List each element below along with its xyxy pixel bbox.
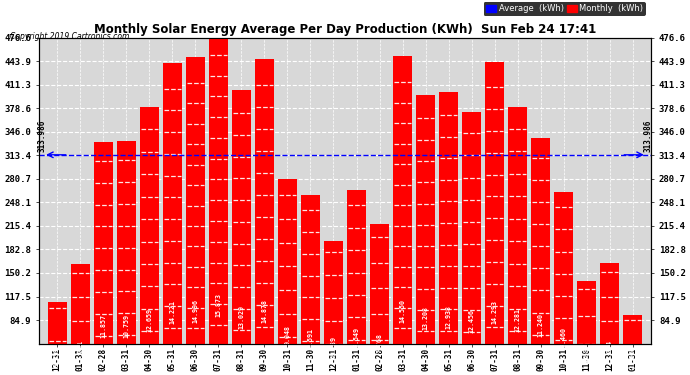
Bar xyxy=(462,112,481,375)
Bar xyxy=(278,179,297,375)
Bar xyxy=(531,138,550,375)
Text: 11.240: 11.240 xyxy=(538,314,544,338)
Text: 12.456: 12.456 xyxy=(469,309,475,333)
Text: Copyright 2019 Cartronics.com: Copyright 2019 Cartronics.com xyxy=(10,32,130,41)
Bar xyxy=(48,302,66,375)
Text: 7.768: 7.768 xyxy=(377,333,382,353)
Bar xyxy=(70,264,90,375)
Text: 5.294: 5.294 xyxy=(607,340,613,360)
Bar xyxy=(301,195,320,375)
Bar xyxy=(94,142,112,375)
Text: 12.281: 12.281 xyxy=(515,308,521,332)
Bar xyxy=(370,224,389,375)
Text: 8.591: 8.591 xyxy=(308,328,313,348)
Text: 8.549: 8.549 xyxy=(353,327,359,347)
Bar xyxy=(416,96,435,375)
Legend: Average  (kWh), Monthly  (kWh): Average (kWh), Monthly (kWh) xyxy=(484,2,646,16)
Text: 14.878: 14.878 xyxy=(262,299,268,323)
Bar xyxy=(509,107,527,375)
Text: 4.637: 4.637 xyxy=(584,343,590,363)
Bar xyxy=(140,107,159,375)
Text: 13.208: 13.208 xyxy=(422,306,428,330)
Bar xyxy=(209,26,228,375)
Bar xyxy=(440,92,458,375)
Bar xyxy=(255,59,274,375)
Bar xyxy=(600,263,620,375)
Bar xyxy=(232,90,250,375)
Bar xyxy=(554,192,573,375)
Text: 313.986: 313.986 xyxy=(643,120,652,152)
Text: 313.986: 313.986 xyxy=(38,120,47,152)
Text: 2.986: 2.986 xyxy=(630,349,636,369)
Text: 8.460: 8.460 xyxy=(561,327,566,347)
Text: 14.996: 14.996 xyxy=(193,299,198,323)
Bar xyxy=(163,63,181,375)
Text: 12.938: 12.938 xyxy=(446,305,452,329)
Bar xyxy=(393,56,412,375)
Bar xyxy=(485,62,504,375)
Text: 6.289: 6.289 xyxy=(331,336,337,356)
Text: 11.857: 11.857 xyxy=(100,314,106,338)
Bar xyxy=(324,241,343,375)
Text: 5.261: 5.261 xyxy=(77,340,83,360)
Bar xyxy=(117,141,136,375)
Text: 3.559: 3.559 xyxy=(54,347,60,367)
Title: Monthly Solar Energy Average Per Day Production (KWh)  Sun Feb 24 17:41: Monthly Solar Energy Average Per Day Pro… xyxy=(94,23,596,36)
Text: 10.759: 10.759 xyxy=(124,314,129,338)
Text: 13.029: 13.029 xyxy=(238,305,244,329)
Text: 14.550: 14.550 xyxy=(400,299,406,323)
Bar xyxy=(347,190,366,375)
Text: 14.221: 14.221 xyxy=(169,300,175,324)
Bar xyxy=(578,281,596,375)
Text: 15.873: 15.873 xyxy=(215,293,221,317)
Bar xyxy=(186,57,205,375)
Text: 12.659: 12.659 xyxy=(146,308,152,332)
Bar xyxy=(624,315,642,375)
Text: 9.048: 9.048 xyxy=(284,325,290,345)
Text: 14.293: 14.293 xyxy=(492,300,497,324)
